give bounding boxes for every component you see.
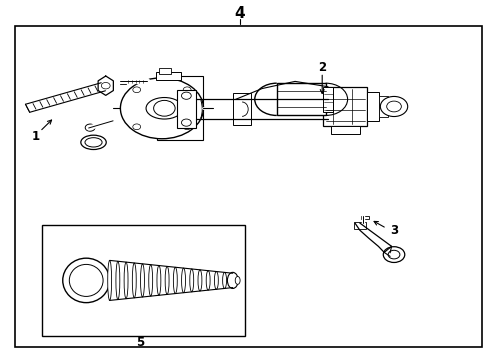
Ellipse shape	[69, 264, 103, 296]
Circle shape	[380, 96, 408, 117]
Text: 3: 3	[390, 224, 398, 238]
Circle shape	[121, 78, 203, 139]
Bar	[277, 83, 326, 116]
Bar	[233, 93, 251, 126]
Ellipse shape	[116, 261, 120, 300]
Bar	[323, 87, 333, 112]
Bar	[331, 126, 360, 134]
Bar	[156, 72, 180, 80]
Bar	[361, 216, 368, 220]
Bar	[176, 90, 196, 128]
Ellipse shape	[141, 264, 145, 297]
Ellipse shape	[222, 273, 226, 288]
Bar	[15, 26, 482, 347]
Ellipse shape	[227, 273, 238, 288]
Circle shape	[183, 87, 191, 93]
Circle shape	[387, 101, 401, 112]
Ellipse shape	[63, 258, 110, 303]
Ellipse shape	[157, 266, 161, 295]
Ellipse shape	[198, 270, 202, 291]
Ellipse shape	[215, 271, 219, 289]
Text: 2: 2	[318, 60, 326, 73]
Bar	[354, 222, 366, 229]
Ellipse shape	[235, 276, 240, 284]
Circle shape	[181, 92, 191, 99]
Circle shape	[133, 124, 141, 130]
Ellipse shape	[81, 135, 106, 149]
Bar	[323, 87, 367, 126]
Ellipse shape	[165, 266, 169, 294]
Ellipse shape	[108, 260, 112, 301]
Text: 4: 4	[235, 6, 245, 21]
Text: 1: 1	[32, 130, 40, 143]
Text: 5: 5	[136, 336, 144, 348]
Circle shape	[154, 100, 175, 116]
Bar	[159, 68, 171, 74]
Ellipse shape	[146, 98, 183, 119]
Bar	[42, 225, 245, 336]
Ellipse shape	[132, 263, 136, 298]
Circle shape	[101, 82, 110, 89]
Circle shape	[388, 250, 400, 259]
Ellipse shape	[182, 268, 186, 293]
Circle shape	[183, 124, 191, 130]
Circle shape	[181, 119, 191, 126]
Bar	[121, 78, 126, 84]
Bar	[367, 92, 379, 121]
Ellipse shape	[206, 271, 210, 290]
Circle shape	[133, 87, 141, 93]
Ellipse shape	[231, 273, 235, 288]
Bar	[157, 76, 203, 140]
Ellipse shape	[85, 138, 102, 147]
Circle shape	[383, 247, 405, 262]
Ellipse shape	[124, 262, 128, 299]
Bar	[379, 96, 388, 117]
Ellipse shape	[190, 269, 194, 292]
Ellipse shape	[149, 265, 153, 296]
Ellipse shape	[173, 267, 177, 293]
Circle shape	[85, 124, 95, 131]
